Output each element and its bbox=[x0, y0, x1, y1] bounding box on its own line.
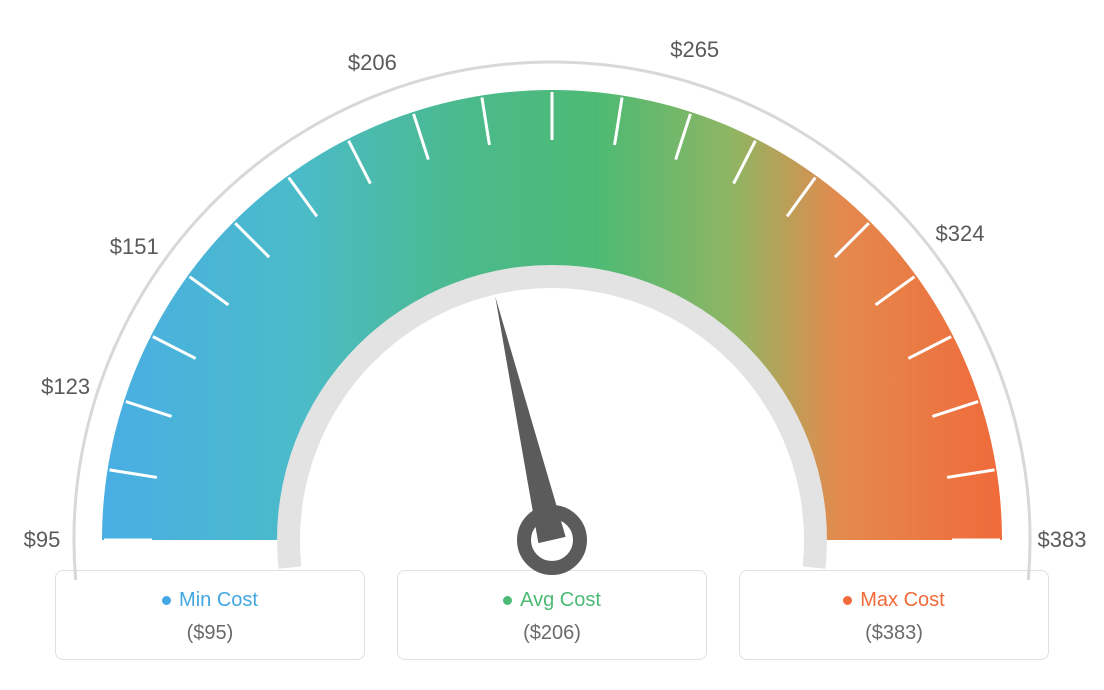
scale-label: $383 bbox=[1038, 527, 1087, 553]
legend-label-min: Min Cost bbox=[179, 589, 258, 612]
scale-label: $265 bbox=[670, 37, 719, 63]
gauge-container: $95 $123 $151 $206 $265 $324 $383 bbox=[0, 0, 1104, 560]
scale-label: $151 bbox=[110, 234, 159, 260]
legend-card-avg: Avg Cost ($206) bbox=[397, 570, 707, 660]
scale-label: $95 bbox=[24, 527, 61, 553]
legend-row: Min Cost ($95) Avg Cost ($206) Max Cost … bbox=[0, 570, 1104, 660]
scale-label: $324 bbox=[935, 221, 984, 247]
legend-value-avg-text: ($206) bbox=[408, 622, 696, 645]
legend-dot-max bbox=[843, 596, 852, 605]
legend-card-min: Min Cost ($95) bbox=[55, 570, 365, 660]
scale-label: $123 bbox=[41, 374, 90, 400]
legend-card-max: Max Cost ($383) bbox=[739, 570, 1049, 660]
legend-dot-avg bbox=[503, 596, 512, 605]
legend-label-max: Max Cost bbox=[860, 589, 944, 612]
legend-dot-min bbox=[162, 596, 171, 605]
legend-value-max-text: ($383) bbox=[750, 622, 1038, 645]
legend-value-min-text: ($95) bbox=[66, 622, 354, 645]
scale-label: $206 bbox=[348, 50, 397, 76]
gauge-svg bbox=[0, 20, 1104, 580]
legend-label-avg: Avg Cost bbox=[520, 589, 601, 612]
